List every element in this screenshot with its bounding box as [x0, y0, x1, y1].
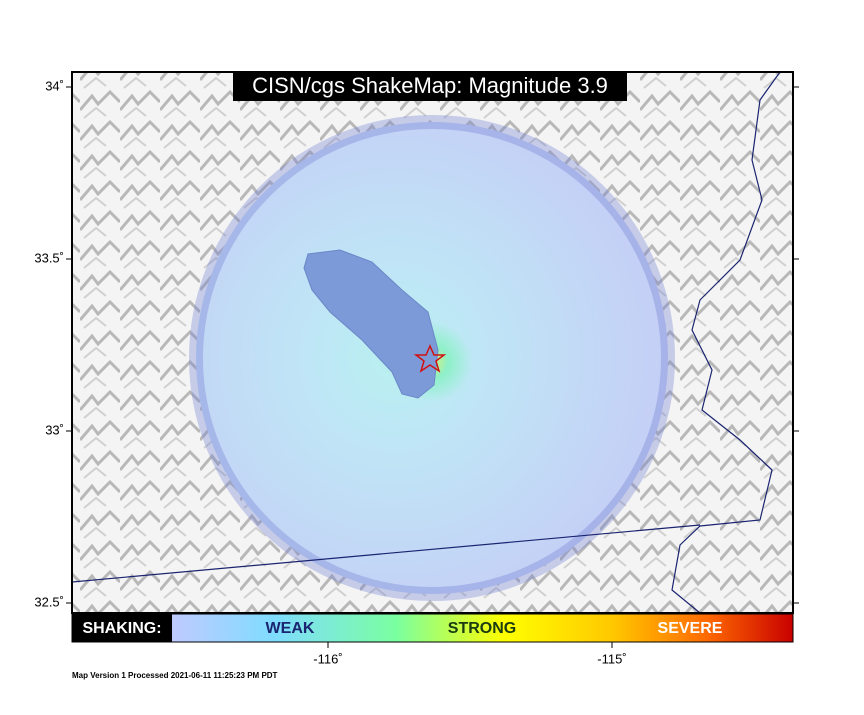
lon-tick-label: -116˚: [313, 651, 342, 666]
map-area: [72, 72, 793, 613]
lat-tick-label: 32.5˚: [34, 594, 64, 609]
footer: Map Version 1 Processed 2021-06-11 11:25…: [72, 671, 278, 680]
lat-tick-label: 33˚: [45, 422, 64, 437]
title: CISN/cgs ShakeMap: Magnitude 3.9: [252, 73, 608, 98]
shaking-edge: [189, 115, 675, 601]
legend-heading: SHAKING:: [82, 620, 161, 637]
legend-level: WEAK: [266, 620, 315, 637]
lat-tick-label: 34˚: [45, 78, 64, 93]
lon-tick-label: -115˚: [597, 651, 626, 666]
legend-heading-box: [72, 614, 172, 642]
border-line: [72, 524, 701, 583]
epicenter-star: [413, 344, 447, 373]
lake: [303, 249, 439, 399]
legend-level: SEVERE: [658, 620, 723, 637]
state-boundary: [671, 72, 781, 613]
legend-level: STRONG: [448, 620, 516, 637]
title-box: [233, 72, 627, 101]
lat-tick-label: 33.5˚: [34, 250, 64, 265]
